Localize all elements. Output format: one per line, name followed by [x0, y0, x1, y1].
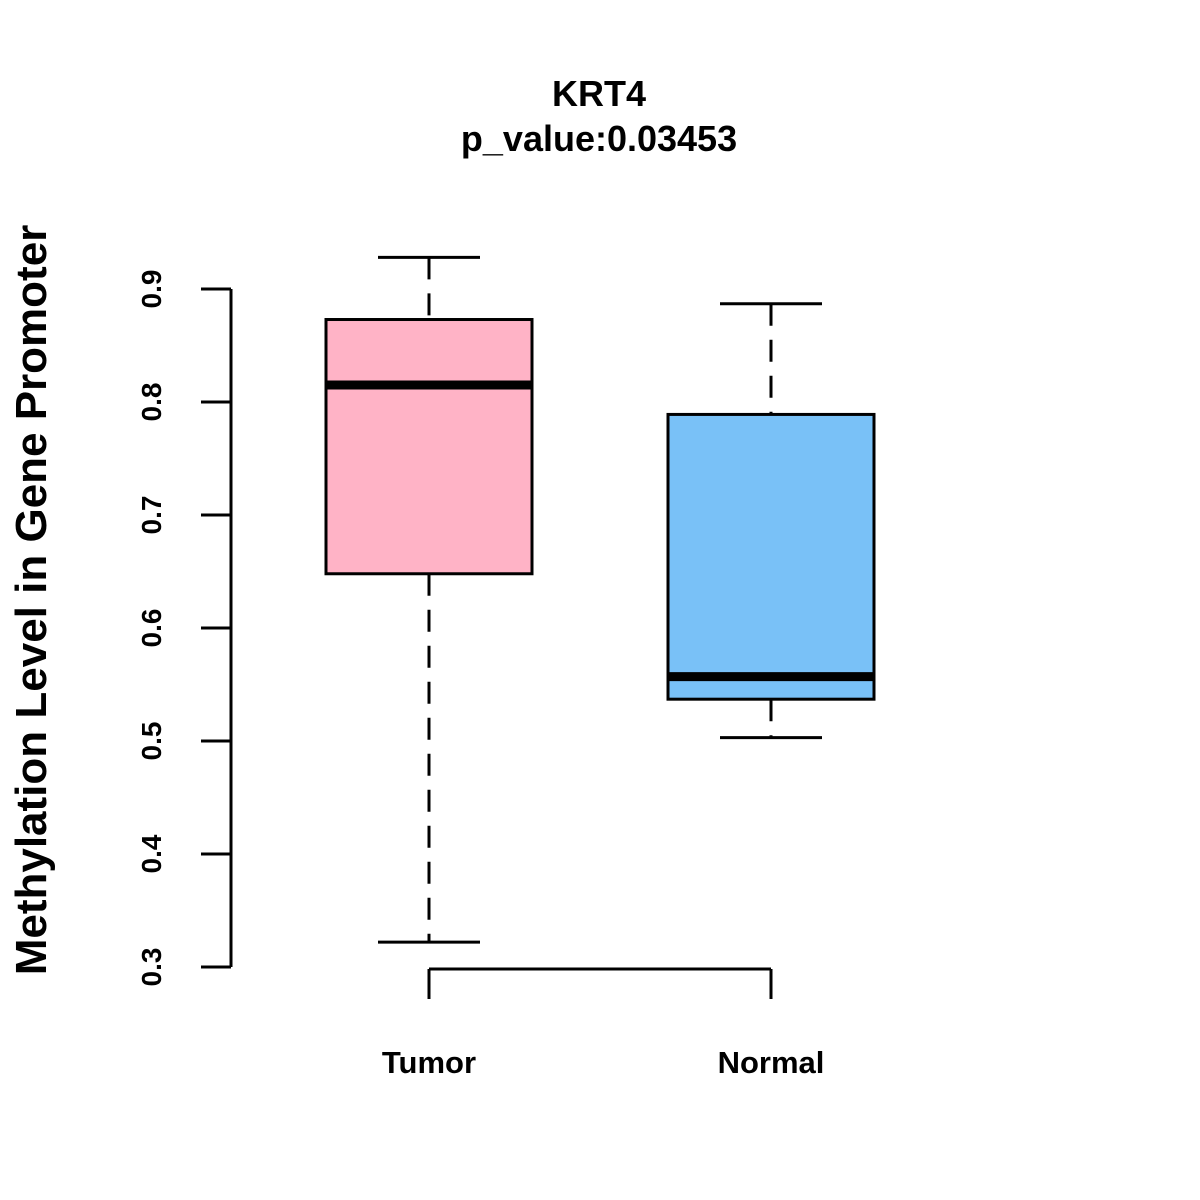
y-tick-label: 0.9: [136, 270, 167, 309]
box-tumor: [324, 255, 534, 944]
y-tick-label: 0.8: [136, 383, 167, 422]
x-tick-label: Normal: [718, 1045, 825, 1080]
x-axis: Tumor Normal: [382, 967, 825, 1080]
y-tick-label: 0.3: [136, 948, 167, 987]
iqr-box: [666, 412, 876, 701]
y-axis-label: Methylation Level in Gene Promoter: [7, 225, 56, 976]
y-axis: 0.3 0.4 0.5 0.6 0.7 0.8 0.9: [136, 270, 233, 987]
y-tick-label: 0.4: [136, 834, 167, 873]
x-tick-label: Tumor: [382, 1045, 476, 1080]
chart-subtitle: p_value:0.03453: [461, 118, 737, 159]
y-tick-label: 0.6: [136, 609, 167, 648]
chart-title: KRT4: [552, 73, 646, 114]
y-tick-label: 0.5: [136, 722, 167, 761]
iqr-box: [324, 318, 534, 576]
box-normal: [666, 302, 876, 740]
boxes: [324, 255, 876, 944]
y-tick-label: 0.7: [136, 496, 167, 535]
